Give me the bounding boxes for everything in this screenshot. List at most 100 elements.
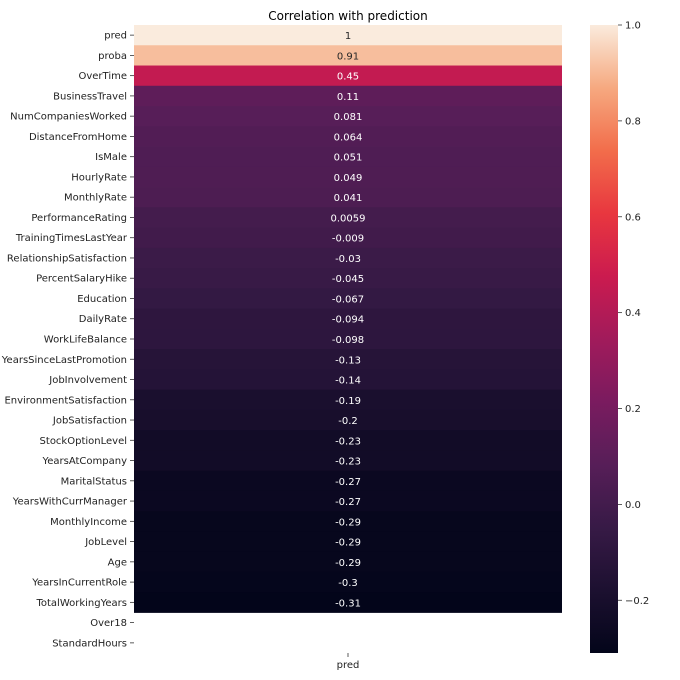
cell-value-label-Age: -0.29 <box>335 558 361 569</box>
y-tick-label-JobLevel: JobLevel <box>84 537 127 548</box>
colorbar-tick-label: 0.0 <box>625 500 641 511</box>
cell-value-label-MaritalStatus: -0.27 <box>335 477 361 488</box>
colorbar-tick-label: −0.2 <box>625 596 649 607</box>
y-tick-label-BusinessTravel: BusinessTravel <box>53 91 127 102</box>
y-tick-label-StockOptionLevel: StockOptionLevel <box>40 436 127 447</box>
y-tick-label-Education: Education <box>77 294 127 305</box>
cell-value-label-Education: -0.067 <box>332 294 364 305</box>
heatmap-cell-proba <box>134 45 562 66</box>
cell-value-label-WorkLifeBalance: -0.098 <box>332 335 364 346</box>
y-tick-label-MonthlyRate: MonthlyRate <box>64 193 127 204</box>
heatmap-cell-TotalWorkingYears <box>134 592 562 613</box>
cell-value-label-TrainingTimesLastYear: -0.009 <box>332 234 364 245</box>
heatmap-cell-Education <box>134 288 562 310</box>
y-tick-label-WorkLifeBalance: WorkLifeBalance <box>44 335 127 346</box>
heatmap-cell-TrainingTimesLastYear <box>134 227 562 249</box>
y-tick-label-DailyRate: DailyRate <box>79 314 127 325</box>
heatmap-cell-YearsInCurrentRole <box>134 571 562 593</box>
heatmap-cell-pred <box>134 25 562 46</box>
y-tick-label-JobSatisfaction: JobSatisfaction <box>52 416 127 427</box>
cell-value-label-BusinessTravel: 0.11 <box>337 92 359 103</box>
cell-value-label-YearsAtCompany: -0.23 <box>335 457 361 468</box>
y-tick-label-StandardHours: StandardHours <box>52 638 127 649</box>
heatmap-cell-YearsAtCompany <box>134 450 562 472</box>
colorbar-tick-label: 0.4 <box>625 308 641 319</box>
x-tick-label-pred: pred <box>337 660 360 671</box>
chart-title: Correlation with prediction <box>268 9 427 23</box>
heatmap-cell-HourlyRate <box>134 166 562 188</box>
heatmap-cell-Age <box>134 551 562 573</box>
y-axis-tick-labels: pred proba OverTime BusinessTravel NumCompan… <box>1 31 134 649</box>
cell-value-label-DailyRate: -0.094 <box>332 315 364 326</box>
y-tick-label-YearsInCurrentRole: YearsInCurrentRole <box>31 578 127 589</box>
heatmap-cell-MaritalStatus <box>134 470 562 492</box>
cell-value-label-JobSatisfaction: -0.2 <box>338 416 358 427</box>
cell-value-label-PercentSalaryHike: -0.045 <box>332 274 364 285</box>
cell-value-label-PerformanceRating: 0.0059 <box>331 213 366 224</box>
y-tick-label-Age: Age <box>108 557 127 568</box>
cell-value-label-MonthlyRate: 0.041 <box>334 193 363 204</box>
cell-value-label-proba: 0.91 <box>337 51 359 62</box>
y-tick-label-pred: pred <box>104 31 127 42</box>
x-axis: pred <box>337 653 360 671</box>
heatmap-cell-IsMale <box>134 146 562 168</box>
heatmap-cell-OverTime <box>134 65 562 87</box>
y-tick-label-YearsSinceLastPromotion: YearsSinceLastPromotion <box>1 355 127 366</box>
cell-value-label-IsMale: 0.051 <box>334 153 363 164</box>
cell-value-label-NumCompaniesWorked: 0.081 <box>334 112 363 123</box>
cell-value-label-TotalWorkingYears: -0.31 <box>335 598 361 609</box>
y-tick-label-MonthlyIncome: MonthlyIncome <box>50 517 127 528</box>
y-tick-label-DistanceFromHome: DistanceFromHome <box>29 132 127 143</box>
y-tick-label-HourlyRate: HourlyRate <box>71 172 127 183</box>
colorbar-gradient <box>590 25 618 653</box>
cell-value-label-DistanceFromHome: 0.064 <box>334 132 363 143</box>
cell-value-label-HourlyRate: 0.049 <box>334 173 363 184</box>
y-tick-label-RelationshipSatisfaction: RelationshipSatisfaction <box>7 253 127 264</box>
cell-value-label-YearsSinceLastPromotion: -0.13 <box>335 355 361 366</box>
heatmap-cells: 1 0.91 0.45 0.11 0.081 0.064 0.051 0.049 0.041 0.… <box>134 25 562 613</box>
heatmap-cell-DailyRate <box>134 308 562 330</box>
y-tick-label-NumCompaniesWorked: NumCompaniesWorked <box>10 112 127 123</box>
cell-value-label-EnvironmentSatisfaction: -0.19 <box>335 396 361 407</box>
colorbar: 1.0 0.8 0.6 0.4 0.2 0.0 −0.2 <box>590 21 649 653</box>
heatmap-cell-JobSatisfaction <box>134 409 562 431</box>
cell-value-label-MonthlyIncome: -0.29 <box>335 517 361 528</box>
cell-value-label-OverTime: 0.45 <box>337 72 359 83</box>
y-tick-label-Over18: Over18 <box>90 618 127 629</box>
heatmap-cell-NumCompaniesWorked <box>134 106 562 127</box>
heatmap-cell-PercentSalaryHike <box>134 268 562 289</box>
y-tick-label-OverTime: OverTime <box>78 71 127 82</box>
y-tick-label-JobInvolvement: JobInvolvement <box>48 375 127 386</box>
heatmap-cell-RelationshipSatisfaction <box>134 247 562 269</box>
heatmap-cell-DistanceFromHome <box>134 126 562 147</box>
cell-value-label-YearsWithCurrManager: -0.27 <box>335 497 361 508</box>
heatmap-cell-StockOptionLevel <box>134 430 562 451</box>
cell-value-label-RelationshipSatisfaction: -0.03 <box>335 254 361 265</box>
heatmap-cell-MonthlyIncome <box>134 511 562 532</box>
heatmap-cell-BusinessTravel <box>134 85 562 107</box>
cell-value-label-YearsInCurrentRole: -0.3 <box>338 578 358 589</box>
heatmap-cell-YearsSinceLastPromotion <box>134 349 562 370</box>
heatmap-cell-JobLevel <box>134 531 562 553</box>
cell-value-label-StockOptionLevel: -0.23 <box>335 436 361 447</box>
colorbar-tick-label: 0.8 <box>625 116 641 127</box>
heatmap-cell-JobInvolvement <box>134 369 562 391</box>
heatmap-cell-EnvironmentSatisfaction <box>134 389 562 411</box>
heatmap-cell-WorkLifeBalance <box>134 328 562 350</box>
y-tick-label-IsMale: IsMale <box>95 152 127 163</box>
y-tick-label-EnvironmentSatisfaction: EnvironmentSatisfaction <box>4 395 127 406</box>
y-tick-label-MaritalStatus: MaritalStatus <box>61 476 127 487</box>
heatmap-cell-YearsWithCurrManager <box>134 490 562 512</box>
heatmap-cell-MonthlyRate <box>134 187 562 208</box>
y-tick-label-PerformanceRating: PerformanceRating <box>31 213 127 224</box>
y-tick-label-TrainingTimesLastYear: TrainingTimesLastYear <box>15 233 128 244</box>
heatmap-cell-PerformanceRating <box>134 207 562 228</box>
y-tick-label-PercentSalaryHike: PercentSalaryHike <box>36 274 127 285</box>
y-tick-label-YearsAtCompany: YearsAtCompany <box>41 456 127 467</box>
colorbar-tick-label: 0.2 <box>625 404 641 415</box>
cell-value-label-JobInvolvement: -0.14 <box>335 376 361 387</box>
colorbar-tick-label: 0.6 <box>625 212 641 223</box>
y-tick-label-proba: proba <box>98 51 127 62</box>
cell-value-label-pred: 1 <box>345 31 351 42</box>
